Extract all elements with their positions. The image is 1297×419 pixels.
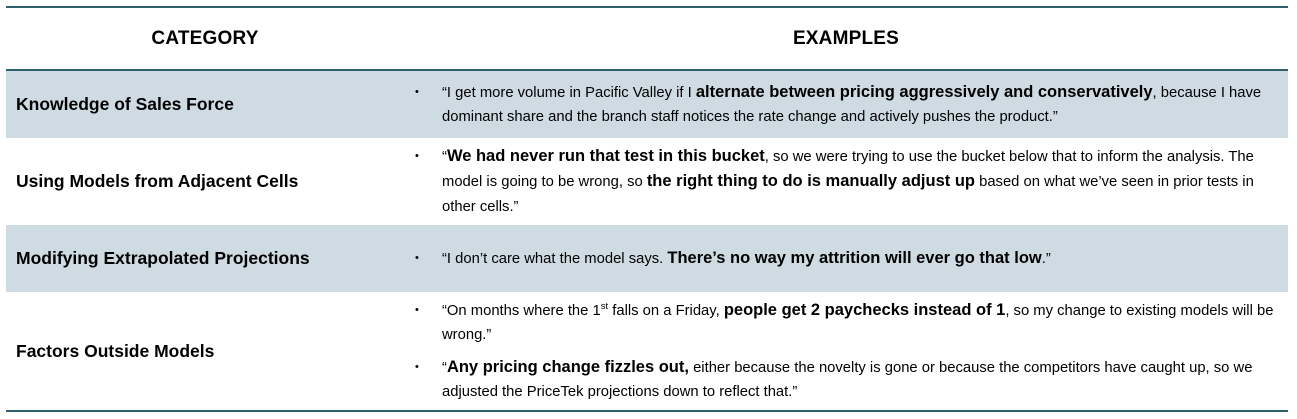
bullet-icon: • xyxy=(415,251,419,264)
quote-segment: , so we were trying to use the bucket be… xyxy=(442,148,1254,191)
row-examples: • “On months where the 1st falls on a Fri… xyxy=(410,292,1284,410)
quote-segment: “On months where the 1 xyxy=(442,302,601,319)
quote-emphasis: the right thing to do is manually adjust… xyxy=(646,172,975,191)
example-quote: • “Any pricing change fizzles out, either… xyxy=(410,355,1284,405)
bullet-icon: • xyxy=(415,149,419,162)
quote-emphasis: We had never run that test in this bucke… xyxy=(446,146,765,165)
table-row-modifying-extrapolated-projections: Modifying Extrapolated Projections • “I d… xyxy=(6,225,1288,292)
table-header-rule xyxy=(6,69,1288,71)
examples-column-header: EXAMPLES xyxy=(792,27,900,49)
row-category-label: Factors Outside Models xyxy=(16,340,215,361)
row-examples: • “We had never run that test in this buc… xyxy=(410,138,1284,225)
bullet-icon: • xyxy=(415,85,419,98)
example-quote: • “We had never run that test in this buc… xyxy=(410,144,1284,220)
table-row-using-models-from-adjacent-cells: Using Models from Adjacent Cells • “We ha… xyxy=(6,138,1288,225)
category-column-header: CATEGORY xyxy=(151,27,259,49)
bullet-icon: • xyxy=(415,360,419,373)
quote-segment: “I get more volume in Pacific Valley if … xyxy=(442,84,696,101)
examples-table: CATEGORY EXAMPLES Knowledge of Sales For… xyxy=(6,6,1288,412)
quote-segment: , because I have dominant share and the … xyxy=(442,84,1262,126)
quote-emphasis: alternate between pricing aggressively a… xyxy=(695,82,1153,101)
table-bottom-rule xyxy=(6,410,1288,412)
quote-segment: based on what we’ve seen in prior tests … xyxy=(442,174,1254,215)
example-quote-text: “We had never run that test in this buck… xyxy=(442,144,1284,220)
quote-segment: “ xyxy=(442,359,447,376)
example-quote-text: “I get more volume in Pacific Valley if … xyxy=(442,80,1284,130)
bullet-icon: • xyxy=(415,303,419,316)
table-header: CATEGORY EXAMPLES xyxy=(6,8,1288,69)
table-top-rule xyxy=(6,6,1288,8)
example-quote-text: “I don’t care what the model says. There… xyxy=(442,246,1284,272)
row-examples: • “I don’t care what the model says. Ther… xyxy=(410,225,1284,292)
quote-segment: “ xyxy=(442,148,447,165)
example-quote: • “On months where the 1st falls on a Fri… xyxy=(410,298,1284,348)
quote-segment: either because the novelty is gone or be… xyxy=(442,359,1253,401)
example-quote: • “I get more volume in Pacific Valley if… xyxy=(410,80,1284,130)
quote-emphasis: people get 2 paychecks instead of 1 xyxy=(723,300,1006,319)
row-examples: • “I get more volume in Pacific Valley if… xyxy=(410,71,1284,138)
row-category-label: Modifying Extrapolated Projections xyxy=(16,248,310,268)
quote-segment: .” xyxy=(1041,250,1051,267)
table-row-factors-outside-models: Factors Outside Models • “On months where… xyxy=(6,292,1288,410)
quote-superscript: st xyxy=(600,300,609,312)
quote-emphasis: Any pricing change fizzles out, xyxy=(446,357,689,376)
table-row-knowledge-of-sales-force: Knowledge of Sales Force • “I get more vo… xyxy=(6,71,1288,138)
quote-segment: falls on a Friday, xyxy=(608,302,724,319)
quote-segment: “I don’t care what the model says. xyxy=(442,250,668,267)
example-quote-text: “Any pricing change fizzles out, either … xyxy=(442,355,1284,405)
row-category-label: Using Models from Adjacent Cells xyxy=(16,171,299,191)
example-quote-text: “On months where the 1st falls on a Frid… xyxy=(442,298,1284,348)
row-category-label: Knowledge of Sales Force xyxy=(16,94,234,114)
example-quote: • “I don’t care what the model says. Ther… xyxy=(410,246,1284,272)
quote-emphasis: There’s no way my attrition will ever go… xyxy=(667,248,1042,267)
quote-segment: , so my change to existing models will b… xyxy=(442,302,1274,344)
